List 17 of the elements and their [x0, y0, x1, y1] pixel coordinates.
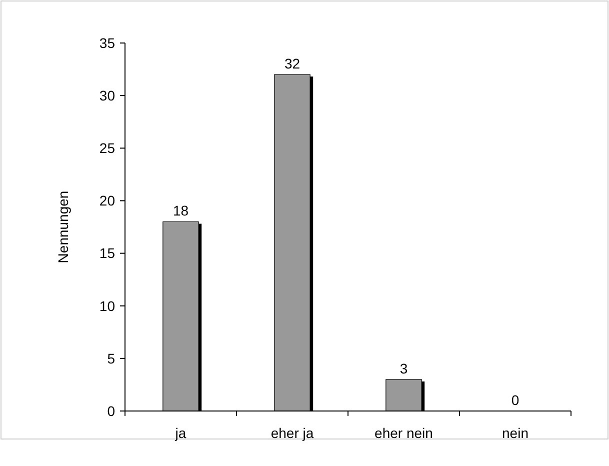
y-tick-label: 5 — [107, 350, 116, 366]
y-tick-label: 10 — [99, 298, 116, 314]
data-label: 32 — [284, 56, 300, 72]
y-tick-label: 25 — [99, 140, 116, 156]
x-tick-label: nein — [502, 425, 528, 441]
y-tick-label: 20 — [99, 192, 116, 209]
y-tick-label: 30 — [99, 87, 116, 104]
y-tick-label: 0 — [107, 402, 116, 419]
y-axis-title: Nennungen — [55, 190, 71, 264]
data-label: 18 — [172, 202, 189, 219]
x-tick-label: ja — [174, 425, 186, 441]
x-tick-label: eher ja — [270, 425, 314, 441]
data-label: 3 — [400, 360, 408, 376]
x-tick-label: eher nein — [374, 425, 433, 441]
y-tick-label: 35 — [99, 34, 116, 51]
data-label: 0 — [511, 392, 520, 408]
y-tick-label: 15 — [99, 245, 116, 262]
